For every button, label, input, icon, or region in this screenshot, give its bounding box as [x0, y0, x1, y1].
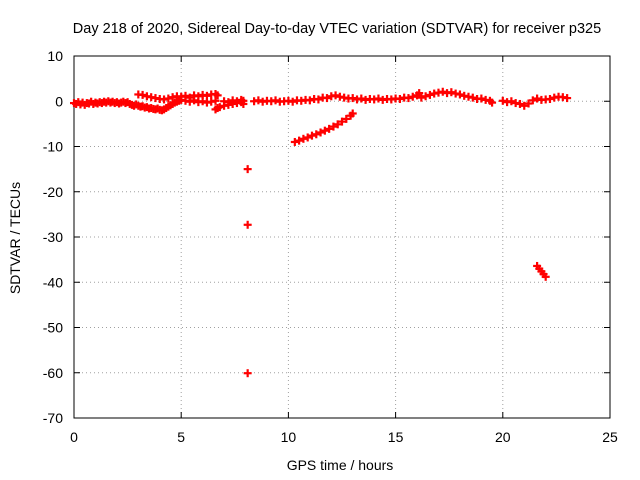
- data-point: [524, 99, 533, 108]
- y-tick-label: 0: [55, 93, 63, 109]
- data-point: [488, 98, 497, 107]
- data-point: [438, 87, 447, 96]
- data-point: [533, 94, 542, 103]
- data-point: [331, 91, 340, 100]
- data-point: [541, 272, 550, 281]
- chart-title: Day 218 of 2020, Sidereal Day-to-day VTE…: [73, 21, 601, 37]
- data-point: [404, 94, 413, 103]
- data-point: [322, 94, 331, 103]
- data-point: [342, 114, 351, 123]
- data-point: [333, 120, 342, 129]
- data-point: [415, 89, 424, 98]
- y-tick-label: 10: [47, 48, 63, 64]
- data-point: [455, 90, 464, 99]
- data-point: [329, 122, 338, 131]
- y-tick-label: -40: [43, 274, 63, 290]
- x-tick-label: 0: [70, 429, 78, 445]
- data-point: [348, 94, 357, 103]
- data-point: [213, 91, 222, 100]
- data-point: [374, 94, 383, 103]
- y-tick-label: -60: [43, 365, 63, 381]
- data-point: [224, 98, 233, 107]
- data-point: [447, 88, 456, 97]
- data-point: [164, 94, 173, 103]
- data-point: [243, 165, 252, 174]
- data-point: [314, 95, 323, 104]
- data-point: [211, 96, 220, 105]
- data-point: [477, 94, 486, 103]
- data-point: [243, 369, 252, 378]
- data-point: [198, 97, 207, 106]
- x-axis-label: GPS time / hours: [287, 457, 394, 473]
- data-point: [563, 94, 572, 103]
- data-point: [299, 134, 308, 143]
- x-tick-label: 5: [177, 429, 185, 445]
- y-tick-label: -50: [43, 320, 63, 336]
- data-point: [421, 92, 430, 101]
- data-point: [312, 130, 321, 139]
- data-point: [254, 96, 263, 105]
- axes: 0 5 10 15 20 25 10 0 -10 -20 -30 -40 -50 -60 -70: [43, 48, 618, 445]
- y-tick-label: -10: [43, 139, 63, 155]
- data-point: [515, 99, 524, 108]
- x-tick-label: 15: [388, 429, 404, 445]
- data-point: [528, 96, 537, 105]
- y-tick-label: -30: [43, 229, 63, 245]
- x-tick-label: 20: [495, 429, 511, 445]
- data-point: [395, 94, 404, 103]
- data-point: [288, 97, 297, 106]
- data-point: [408, 92, 417, 101]
- data-point: [307, 131, 316, 140]
- data-point: [190, 96, 199, 105]
- data-point: [243, 220, 252, 229]
- x-tick-label: 25: [602, 429, 618, 445]
- data-point: [202, 91, 211, 100]
- data-point: [305, 96, 314, 105]
- data-point: [316, 128, 325, 137]
- grid-lines: [74, 56, 610, 418]
- data-point: [215, 103, 224, 112]
- data-point: [520, 101, 529, 110]
- data-point: [185, 97, 194, 106]
- data-point: [303, 133, 312, 142]
- data-point: [545, 94, 554, 103]
- data-points: [70, 87, 572, 378]
- data-point: [498, 96, 507, 105]
- data-point: [357, 94, 366, 103]
- data-point: [507, 97, 516, 106]
- y-tick-label: -20: [43, 184, 63, 200]
- data-point: [338, 117, 346, 126]
- data-point: [271, 96, 280, 105]
- data-point: [290, 137, 299, 146]
- data-point: [348, 109, 357, 118]
- data-point: [239, 96, 248, 105]
- data-point: [320, 126, 329, 135]
- data-point: [468, 93, 477, 102]
- data-point: [425, 90, 434, 99]
- data-point: [417, 93, 426, 102]
- data-point: [138, 90, 147, 99]
- x-tick-label: 10: [281, 429, 297, 445]
- data-point: [325, 124, 334, 133]
- y-tick-label: -70: [43, 410, 63, 426]
- y-axis-label: SDTVAR / TECUs: [7, 182, 23, 294]
- data-point: [295, 136, 304, 145]
